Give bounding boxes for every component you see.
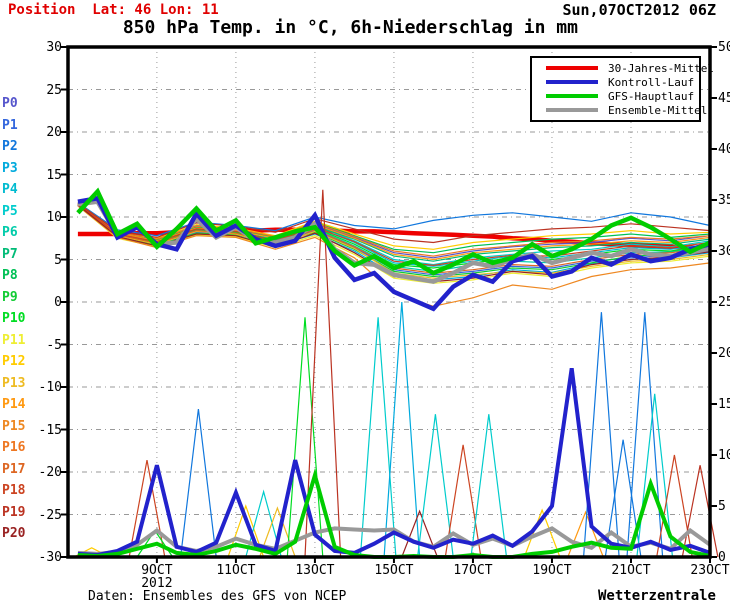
- member-precip-P10: [286, 317, 324, 558]
- member-label-p13: P13: [2, 375, 26, 391]
- member-temp-P19: [77, 202, 711, 244]
- member-temp-P2: [77, 202, 711, 237]
- member-label-p6: P6: [2, 225, 18, 240]
- left-axis-tick-label: 20: [46, 125, 62, 140]
- member-temp-P16: [77, 202, 711, 257]
- data-source-label: Daten: Ensembles des GFS von NCEP: [88, 589, 347, 604]
- member-label-p19: P19: [2, 504, 26, 520]
- x-axis-tick-label: 15OCT: [374, 563, 414, 578]
- right-axis-tick-label: 15: [718, 397, 730, 412]
- member-precip-P2: [583, 312, 620, 558]
- legend-line-swatch: [546, 80, 598, 84]
- member-precip-P5: [417, 414, 454, 558]
- legend-row: 30-Jahres-Mittel: [546, 62, 714, 75]
- member-label-p2: P2: [2, 139, 18, 154]
- legend-label: Ensemble-Mittel: [608, 103, 708, 117]
- position-label: Position Lat: 46 Lon: 11: [8, 2, 219, 18]
- x-axis-tick-label: 23OCT: [690, 563, 730, 578]
- right-axis-tick-label: 5: [718, 499, 726, 514]
- member-precip-P18: [128, 459, 166, 558]
- x-axis-tick-label: 11OCT: [216, 563, 256, 578]
- member-label-p4: P4: [2, 182, 18, 197]
- left-axis-tick-label: -20: [38, 465, 62, 480]
- left-axis-tick-label: -25: [38, 507, 62, 523]
- member-precip-P2: [180, 409, 217, 558]
- x-axis-tick-label: 13OCT: [295, 563, 335, 578]
- legend-box: 30-Jahres-Mittel Kontroll-Lauf GFS-Hauptla…: [530, 56, 714, 122]
- left-axis-tick-label: -15: [38, 422, 62, 438]
- member-temp-P12: [77, 202, 711, 250]
- legend-label: 30-Jahres-Mittel: [608, 61, 714, 75]
- member-label-p20: P20: [2, 526, 26, 541]
- member-label-p16: P16: [2, 440, 26, 455]
- member-label-p5: P5: [2, 203, 18, 219]
- left-axis-tick-label: -5: [46, 337, 62, 353]
- member-precip-P2: [626, 312, 664, 558]
- right-axis-tick-label: 30: [718, 244, 730, 259]
- member-label-p8: P8: [2, 268, 18, 283]
- x-axis-tick-label: 9OCT: [141, 563, 173, 578]
- right-axis-tick-label: 10: [718, 448, 730, 463]
- series-kontroll-lauf: [77, 195, 711, 312]
- member-precip-P20: [401, 509, 438, 558]
- member-label-p11: P11: [2, 332, 26, 348]
- member-precip-P18: [656, 454, 693, 558]
- kontroll-lauf-precip: [77, 368, 711, 558]
- member-precip-P5: [470, 414, 508, 558]
- member-precip-P2: [604, 439, 642, 558]
- left-axis-tick-label: -10: [38, 380, 62, 395]
- member-label-p18: P18: [2, 483, 26, 498]
- legend-line-swatch: [546, 94, 598, 98]
- member-precip-P19: [304, 189, 342, 558]
- run-datetime-label: Sun,07OCT2012 06Z: [562, 1, 716, 19]
- member-label-p14: P14: [2, 397, 26, 412]
- right-axis-tick-label: 20: [718, 346, 730, 361]
- member-label-p17: P17: [2, 461, 26, 477]
- left-axis-tick-label: 5: [54, 252, 62, 268]
- member-label-p7: P7: [2, 246, 18, 262]
- member-precip-P13: [259, 506, 296, 558]
- left-axis-tick-label: 0: [54, 295, 62, 310]
- member-precip-P12: [523, 508, 561, 558]
- member-precip-P19: [681, 465, 719, 558]
- left-axis-tick-label: 10: [46, 210, 62, 225]
- legend-label: Kontroll-Lauf: [608, 75, 695, 89]
- x-axis-year-label: 2012: [141, 576, 173, 591]
- right-axis-tick-label: 50: [718, 40, 730, 55]
- member-precip-P3: [383, 301, 421, 558]
- legend-label: GFS-Hauptlauf: [608, 89, 695, 103]
- right-axis-tick-label: 35: [718, 193, 730, 208]
- legend-line-swatch: [546, 66, 598, 70]
- chart-title: 850 hPa Temp. in °C, 6h-Niederschlag in …: [122, 17, 578, 38]
- member-precip-P5: [359, 317, 397, 558]
- legend-line-swatch: [546, 108, 598, 112]
- x-axis-tick-label: 17OCT: [453, 563, 493, 578]
- left-axis-tick-label: 30: [46, 40, 62, 55]
- x-axis-tick-label: 21OCT: [611, 563, 651, 578]
- member-label-p12: P12: [2, 354, 26, 369]
- series-gfs-hauptlauf: [76, 187, 711, 276]
- legend-row: GFS-Hauptlauf: [546, 90, 695, 103]
- member-label-p9: P9: [2, 289, 18, 305]
- right-axis-tick-label: 0: [718, 550, 726, 565]
- left-axis-tick-label: 25: [46, 82, 62, 98]
- left-axis-tick-label: 15: [46, 167, 62, 183]
- x-axis-tick-label: 19OCT: [532, 563, 572, 578]
- member-label-p3: P3: [2, 160, 18, 176]
- wetterzentrale-label: Wetterzentrale: [597, 588, 716, 604]
- member-label-p1: P1: [2, 117, 18, 133]
- legend-row: Ensemble-Mittel: [546, 104, 707, 117]
- right-axis-tick-label: 25: [718, 295, 730, 310]
- member-label-p10: P10: [2, 311, 26, 326]
- right-axis-tick-label: 45: [718, 91, 730, 106]
- legend-row: Kontroll-Lauf: [546, 76, 695, 89]
- right-axis-tick-label: 40: [718, 142, 730, 157]
- member-label-p15: P15: [2, 418, 26, 434]
- left-axis-tick-label: -30: [38, 550, 62, 565]
- member-label-p0: P0: [2, 96, 18, 111]
- member-precip-P18: [444, 444, 482, 558]
